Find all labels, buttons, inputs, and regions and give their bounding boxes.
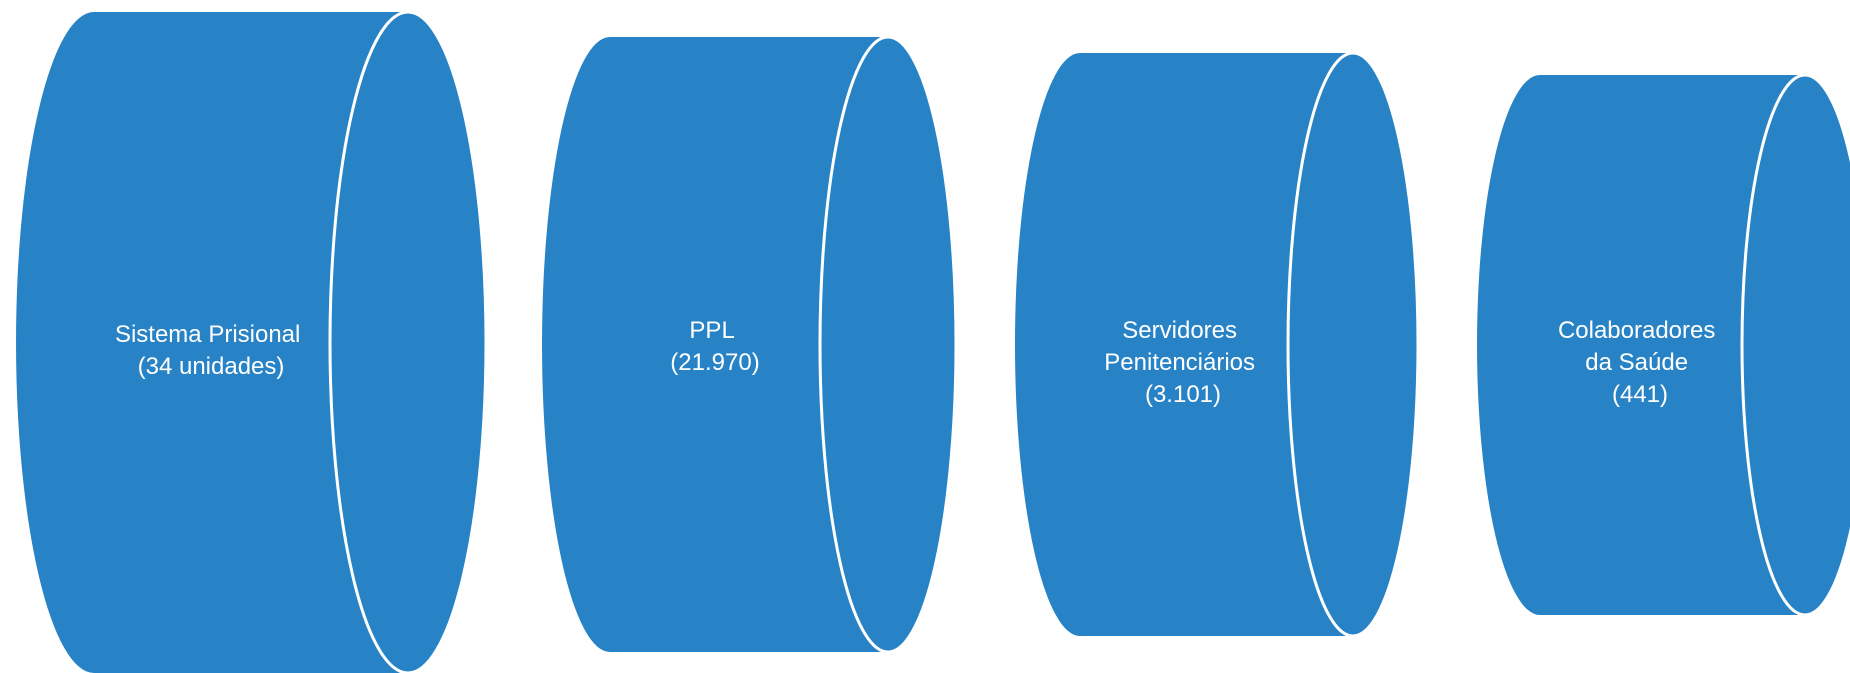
cylinder-body — [1477, 75, 1805, 615]
cylinder-label: Colaboradores da Saúde (441) — [1558, 317, 1722, 408]
cylinder-colaboradores-da-saude: Colaboradores da Saúde (441) — [1477, 73, 1850, 617]
cylinder-body — [16, 12, 409, 673]
cylinder-end-face — [1740, 73, 1850, 617]
cylinder-sistema-prisional: Sistema Prisional (34 unidades) — [16, 10, 488, 673]
cylinder-servidores-penitenciarios: Servidores Penitenciários (3.101) — [1015, 51, 1420, 638]
cylinder-label: PPL (21.970) — [670, 317, 759, 376]
cylinder-label: Sistema Prisional (34 unidades) — [115, 321, 307, 380]
cylinder-body — [542, 37, 888, 652]
cylinder-end-face — [1286, 51, 1420, 638]
cylinder-end-face — [328, 10, 488, 673]
cylinder-end-face — [818, 35, 958, 654]
cylinder-label: Servidores Penitenciários (3.101) — [1104, 317, 1261, 408]
cylinder-ppl: PPL (21.970) — [542, 35, 958, 654]
cylinder-body — [1015, 53, 1353, 636]
